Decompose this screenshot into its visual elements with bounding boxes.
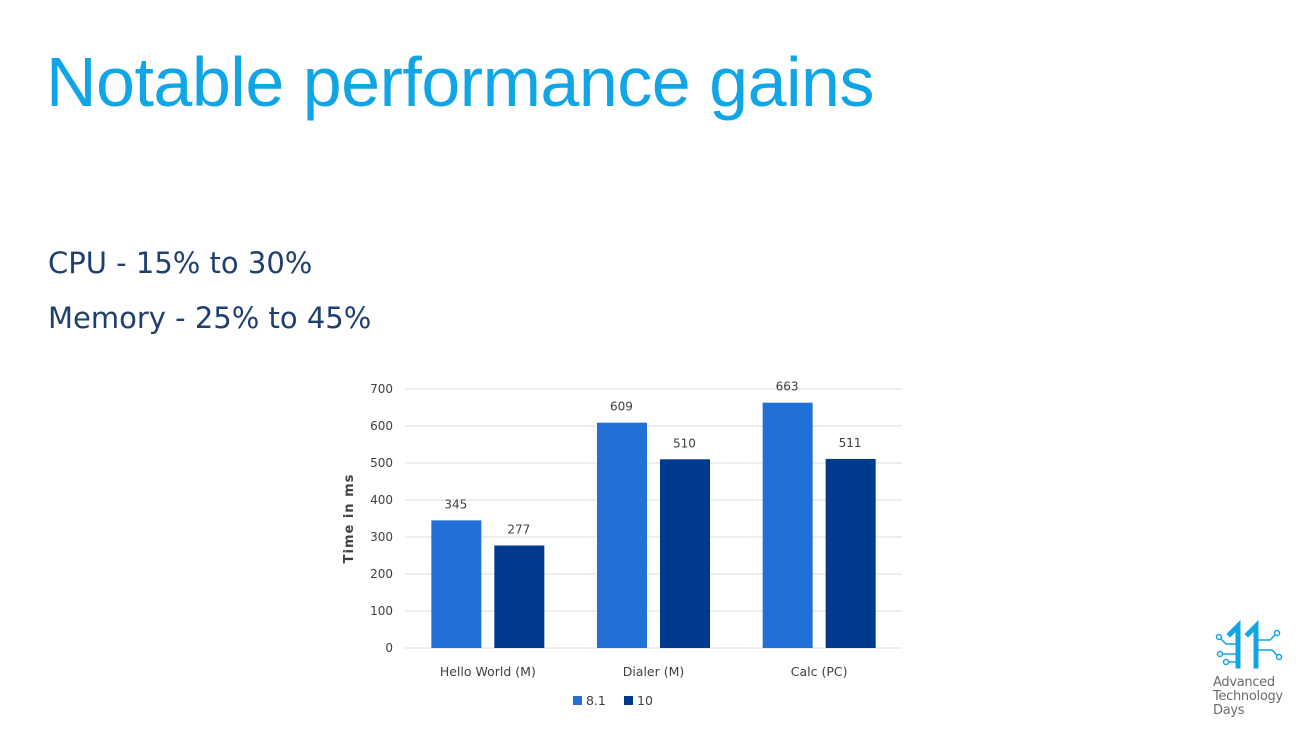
bullet-cpu: CPU - 15% to 30% — [48, 246, 313, 280]
advanced-technology-days-logo — [1215, 619, 1283, 669]
legend-label: 8.1 — [586, 693, 606, 708]
bar-chart: 0 100 200 300 400 500 600 700 Time in ms 345 277 He… — [342, 380, 902, 708]
data-label: 345 — [444, 497, 467, 511]
x-tick-label: Hello World (M) — [440, 664, 536, 679]
y-tick-label: 400 — [370, 493, 393, 507]
bar — [494, 545, 545, 648]
x-tick-label: Dialer (M) — [623, 664, 685, 679]
bar — [431, 520, 482, 648]
bar — [762, 402, 813, 648]
x-tick-label: Calc (PC) — [791, 664, 848, 679]
bar — [597, 422, 647, 648]
logo-line-3: Days — [1213, 703, 1245, 718]
bullet-memory: Memory - 25% to 45% — [48, 301, 372, 335]
y-tick-label: 200 — [370, 567, 393, 581]
data-label: 277 — [507, 523, 530, 537]
data-label: 511 — [839, 436, 862, 450]
y-tick-label: 100 — [370, 604, 393, 618]
y-tick-label: 500 — [370, 456, 393, 470]
y-tick-label: 600 — [370, 419, 393, 433]
legend-swatch — [573, 696, 582, 705]
y-axis-label: Time in ms — [342, 474, 357, 564]
y-tick-label: 300 — [370, 530, 393, 544]
logo-line-1: Advanced — [1213, 675, 1275, 690]
bar — [825, 458, 876, 648]
data-label: 609 — [610, 400, 633, 414]
data-label: 663 — [776, 380, 799, 394]
legend-swatch — [624, 696, 633, 705]
bar — [660, 459, 710, 648]
logo-line-2: Technology — [1213, 689, 1283, 704]
data-label: 510 — [673, 436, 696, 450]
bullet-list: CPU - 15% to 30% Memory - 25% to 45% — [48, 236, 371, 346]
y-tick-label: 0 — [385, 641, 393, 655]
slide-title: Notable performance gains — [46, 43, 874, 121]
legend-label: 10 — [637, 693, 653, 708]
y-tick-label: 700 — [370, 382, 393, 396]
logo-text: Advanced Technology Days — [1213, 676, 1283, 718]
